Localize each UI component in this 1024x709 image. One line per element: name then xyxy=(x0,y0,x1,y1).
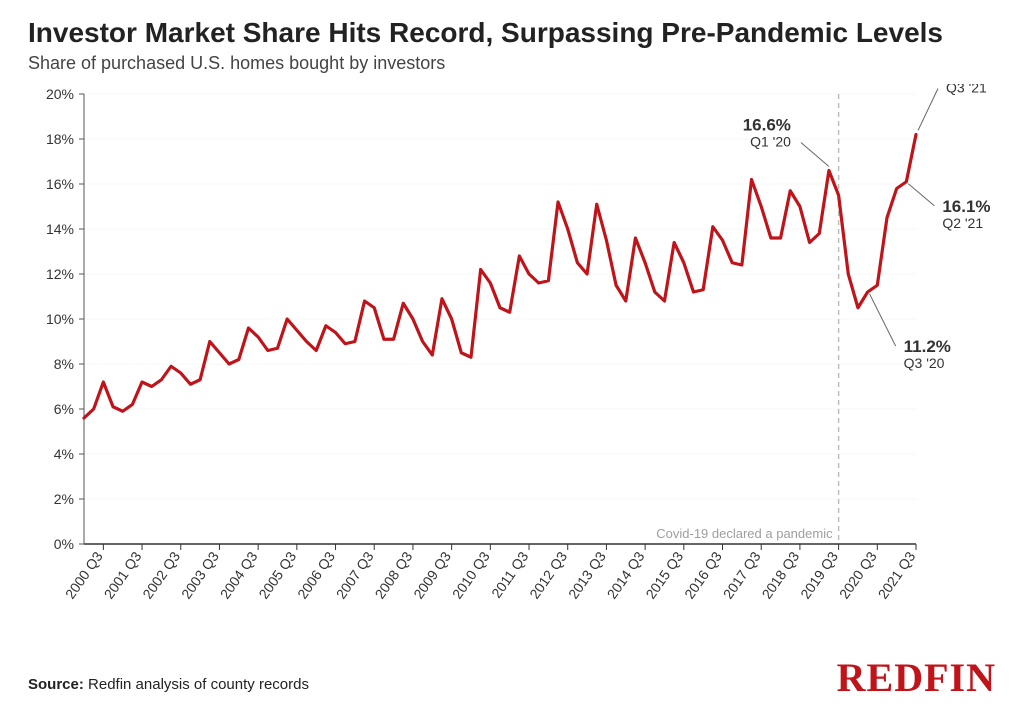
x-tick-label: 2011 Q3 xyxy=(488,548,531,600)
callout-sub: Q1 '20 xyxy=(750,133,791,149)
x-tick-label: 2007 Q3 xyxy=(333,548,377,601)
page: Investor Market Share Hits Record, Surpa… xyxy=(0,0,1024,709)
x-tick-label: 2008 Q3 xyxy=(371,548,415,601)
x-tick-label: 2003 Q3 xyxy=(178,548,222,601)
y-tick-label: 16% xyxy=(46,176,74,192)
source-footer: Source: Redfin analysis of county record… xyxy=(28,676,309,693)
x-tick-label: 2004 Q3 xyxy=(217,548,261,601)
x-tick-label: 2020 Q3 xyxy=(836,548,880,601)
line-chart: 0% 2% 4% 6% 8% 10% 12% 14% 16% 18% 20% 2000 Q32001 … xyxy=(28,84,996,644)
y-tick-label: 0% xyxy=(54,536,74,552)
y-tick-label: 2% xyxy=(54,491,74,507)
x-tick-label: 2021 Q3 xyxy=(875,548,919,601)
x-tick-label: 2001 Q3 xyxy=(101,548,145,601)
series-line xyxy=(84,134,916,418)
source-label: Source: xyxy=(28,676,84,693)
x-tick-label: 2017 Q3 xyxy=(720,548,764,601)
callout-value: 16.1% xyxy=(942,197,990,216)
callout-value: 11.2% xyxy=(904,337,951,356)
chart-subtitle: Share of purchased U.S. homes bought by … xyxy=(28,53,996,74)
x-tick-label: 2016 Q3 xyxy=(681,548,725,601)
y-tick-label: 6% xyxy=(54,401,74,417)
x-tick-label: 2018 Q3 xyxy=(758,548,802,601)
y-tick-label: 10% xyxy=(46,311,74,327)
y-tick-label: 12% xyxy=(46,266,74,282)
x-tick-label: 2013 Q3 xyxy=(565,548,609,601)
y-tick-label: 18% xyxy=(46,131,74,147)
y-tick-label: 20% xyxy=(46,86,74,102)
callout-value: 16.6% xyxy=(743,115,791,134)
chart-container: 0% 2% 4% 6% 8% 10% 12% 14% 16% 18% 20% 2000 Q32001 … xyxy=(28,84,996,644)
x-tick-label: 2000 Q3 xyxy=(62,548,106,601)
x-tick-label: 2005 Q3 xyxy=(255,548,299,601)
x-tick-label: 2009 Q3 xyxy=(410,548,454,601)
y-tick-label: 14% xyxy=(46,221,74,237)
x-tick-label: 2010 Q3 xyxy=(449,548,493,601)
x-tick-label: 2014 Q3 xyxy=(604,548,648,601)
redfin-logo: REDFIN xyxy=(837,654,996,701)
callout-sub: Q3 '20 xyxy=(904,355,945,371)
chart-title: Investor Market Share Hits Record, Surpa… xyxy=(28,18,996,49)
y-tick-label: 4% xyxy=(54,446,74,462)
y-tick-label: 8% xyxy=(54,356,74,372)
x-tick-label: 2019 Q3 xyxy=(797,548,841,601)
x-tick-label: 2012 Q3 xyxy=(526,548,570,601)
source-text: Redfin analysis of county records xyxy=(88,676,309,693)
covid-label: Covid-19 declared a pandemic xyxy=(656,526,833,541)
x-tick-label: 2002 Q3 xyxy=(139,548,183,601)
x-tick-label: 2015 Q3 xyxy=(642,548,686,601)
callout-sub: Q3 '21 xyxy=(946,84,987,96)
x-tick-label: 2006 Q3 xyxy=(294,548,338,601)
callout-sub: Q2 '21 xyxy=(942,215,983,231)
